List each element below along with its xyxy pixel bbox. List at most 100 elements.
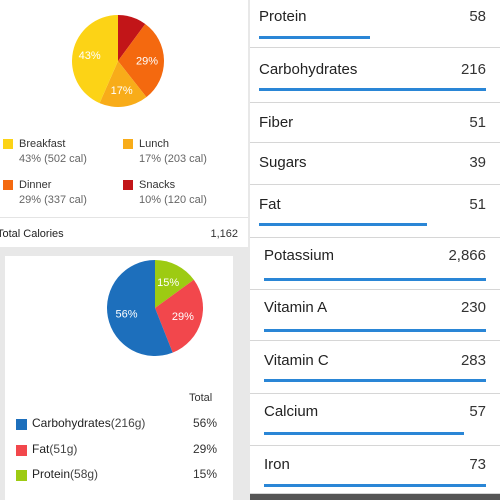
nutrient-label: Potassium bbox=[264, 247, 335, 264]
row-divider bbox=[250, 102, 500, 103]
nutrient-label: Fiber bbox=[259, 114, 294, 131]
nutrient-label: Fat bbox=[259, 196, 281, 213]
macro-grams: (51g) bbox=[49, 442, 78, 456]
macro-label-carbohydrates: Carbohydrates(216g) bbox=[32, 416, 145, 430]
row-divider bbox=[250, 142, 500, 143]
nutrient-progress-bar bbox=[264, 484, 486, 487]
macro-name: Protein bbox=[32, 467, 71, 481]
legend-label-dinner: Dinner bbox=[19, 179, 52, 191]
legend-detail-lunch: 17% (203 cal) bbox=[139, 153, 207, 165]
legend-swatch-breakfast bbox=[3, 139, 13, 149]
nutrient-label: Vitamin C bbox=[264, 352, 329, 369]
macro-row-protein: Protein(58g) 15% bbox=[5, 462, 233, 488]
macro-row-fat: Fat(51g) 29% bbox=[5, 437, 233, 463]
pie-slice-snacks bbox=[118, 15, 146, 61]
macro-swatch-protein bbox=[16, 470, 27, 481]
row-divider bbox=[250, 47, 500, 48]
nutrient-value: 73 bbox=[469, 456, 486, 473]
legend-detail-breakfast: 43% (502 cal) bbox=[19, 153, 87, 165]
macro-swatch-carbohydrates bbox=[16, 419, 27, 430]
nutrient-value: 39 bbox=[469, 154, 486, 171]
pie-slice-lunch bbox=[99, 61, 147, 107]
macro-grams: (58g) bbox=[70, 467, 99, 481]
nutrient-row-vitamin-a[interactable]: Vitamin A 230 bbox=[250, 290, 500, 341]
total-calories-value: 1,162 bbox=[210, 228, 238, 240]
nutrient-label: Sugars bbox=[259, 154, 307, 171]
macro-pct-carbohydrates: 56% bbox=[193, 416, 218, 430]
pie-label-breakfast: 43% bbox=[79, 50, 101, 62]
pie-slice-breakfast bbox=[72, 15, 118, 104]
nutrient-row-sugars[interactable]: Sugars 39 bbox=[250, 143, 500, 185]
nutrient-progress-bar bbox=[259, 223, 427, 226]
pie-slice-protein bbox=[155, 260, 194, 308]
nutrient-progress-bar bbox=[259, 36, 371, 39]
row-divider bbox=[250, 237, 500, 238]
row-divider bbox=[250, 393, 500, 394]
pie-label-fat: 29% bbox=[172, 311, 194, 323]
nutrient-label: Carbohydrates bbox=[259, 61, 358, 78]
nutrient-row-protein[interactable]: Protein 58 bbox=[250, 0, 500, 48]
pie-label-protein: 15% bbox=[157, 277, 179, 289]
nutrients-list: Protein 58 Carbohydrates 216 Fiber 51 Sugars 39… bbox=[250, 0, 500, 500]
macro-pct-fat: 29% bbox=[193, 442, 218, 456]
nutrient-value: 57 bbox=[469, 403, 486, 420]
nutrient-value: 51 bbox=[469, 196, 486, 213]
nutrient-value: 58 bbox=[469, 8, 486, 25]
nutrient-row-vitamin-c[interactable]: Vitamin C 283 bbox=[250, 341, 500, 394]
divider bbox=[0, 217, 248, 218]
total-calories-label: Total Calories bbox=[0, 228, 64, 240]
legend-detail-snacks: 10% (120 cal) bbox=[139, 194, 207, 206]
row-divider bbox=[250, 289, 500, 290]
nutrient-progress-bar bbox=[264, 278, 486, 281]
row-divider bbox=[250, 445, 500, 446]
nutrient-row-carbohydrates[interactable]: Carbohydrates 216 bbox=[250, 48, 500, 103]
row-divider bbox=[250, 184, 500, 185]
nutrient-label: Calcium bbox=[264, 403, 319, 420]
nutrient-label: Vitamin A bbox=[264, 299, 328, 316]
macros-pie-chart: 15% 29% 56% bbox=[107, 260, 203, 356]
legend-swatch-dinner bbox=[3, 180, 13, 190]
macro-label-protein: Protein(58g) bbox=[32, 467, 98, 481]
legend-label-lunch: Lunch bbox=[139, 138, 169, 150]
nutrient-label: Iron bbox=[264, 456, 290, 473]
nutrient-progress-bar bbox=[259, 88, 486, 91]
pie-slice-fat bbox=[155, 279, 203, 353]
nutrient-value: 283 bbox=[460, 352, 486, 369]
macro-name: Fat bbox=[32, 442, 50, 456]
legend-swatch-snacks bbox=[123, 180, 133, 190]
nutrient-row-fiber[interactable]: Fiber 51 bbox=[250, 103, 500, 143]
nutrient-value: 216 bbox=[460, 61, 486, 78]
meal-pie-chart: 29% 17% 43% bbox=[72, 15, 164, 107]
legend-swatch-lunch bbox=[123, 139, 133, 149]
legend-detail-dinner: 29% (337 cal) bbox=[19, 194, 87, 206]
nutrient-progress-bar bbox=[264, 379, 486, 382]
nutrient-row-fat[interactable]: Fat 51 bbox=[250, 185, 500, 238]
nutrient-row-calcium[interactable]: Calcium 57 bbox=[250, 394, 500, 446]
legend-label-snacks: Snacks bbox=[139, 179, 176, 191]
macros-total-header: Total bbox=[189, 392, 213, 404]
bottom-edge bbox=[250, 494, 500, 500]
macro-row-carbohydrates: Carbohydrates(216g) 56% bbox=[5, 411, 233, 437]
nutrient-label: Protein bbox=[259, 8, 307, 25]
nutrient-row-iron[interactable]: Iron 73 bbox=[250, 446, 500, 494]
legend-label-breakfast: Breakfast bbox=[19, 138, 66, 150]
pie-label-carbohydrates: 56% bbox=[115, 308, 137, 320]
nutrient-value: 51 bbox=[469, 114, 486, 131]
nutrient-progress-bar bbox=[264, 432, 464, 435]
pie-label-dinner: 29% bbox=[136, 56, 158, 68]
row-divider bbox=[250, 493, 500, 494]
macro-pct-protein: 15% bbox=[193, 467, 218, 481]
pie-label-lunch: 17% bbox=[111, 85, 133, 97]
pie-slice-dinner bbox=[118, 23, 164, 98]
nutrient-row-potassium[interactable]: Potassium 2,866 bbox=[250, 238, 500, 290]
meal-breakdown-card: 29% 17% 43% Breakfast 43% (502 cal) Lunch … bbox=[0, 0, 248, 247]
macro-label-fat: Fat(51g) bbox=[32, 442, 77, 456]
macro-swatch-fat bbox=[16, 445, 27, 456]
macro-grams: (216g) bbox=[110, 416, 146, 430]
row-divider bbox=[250, 340, 500, 341]
pie-slice-carbohydrates bbox=[107, 260, 173, 356]
nutrient-value: 230 bbox=[460, 299, 486, 316]
nutrient-progress-bar bbox=[264, 329, 486, 332]
nutrient-value: 2,866 bbox=[448, 247, 486, 264]
macro-name: Carbohydrates bbox=[32, 416, 111, 430]
